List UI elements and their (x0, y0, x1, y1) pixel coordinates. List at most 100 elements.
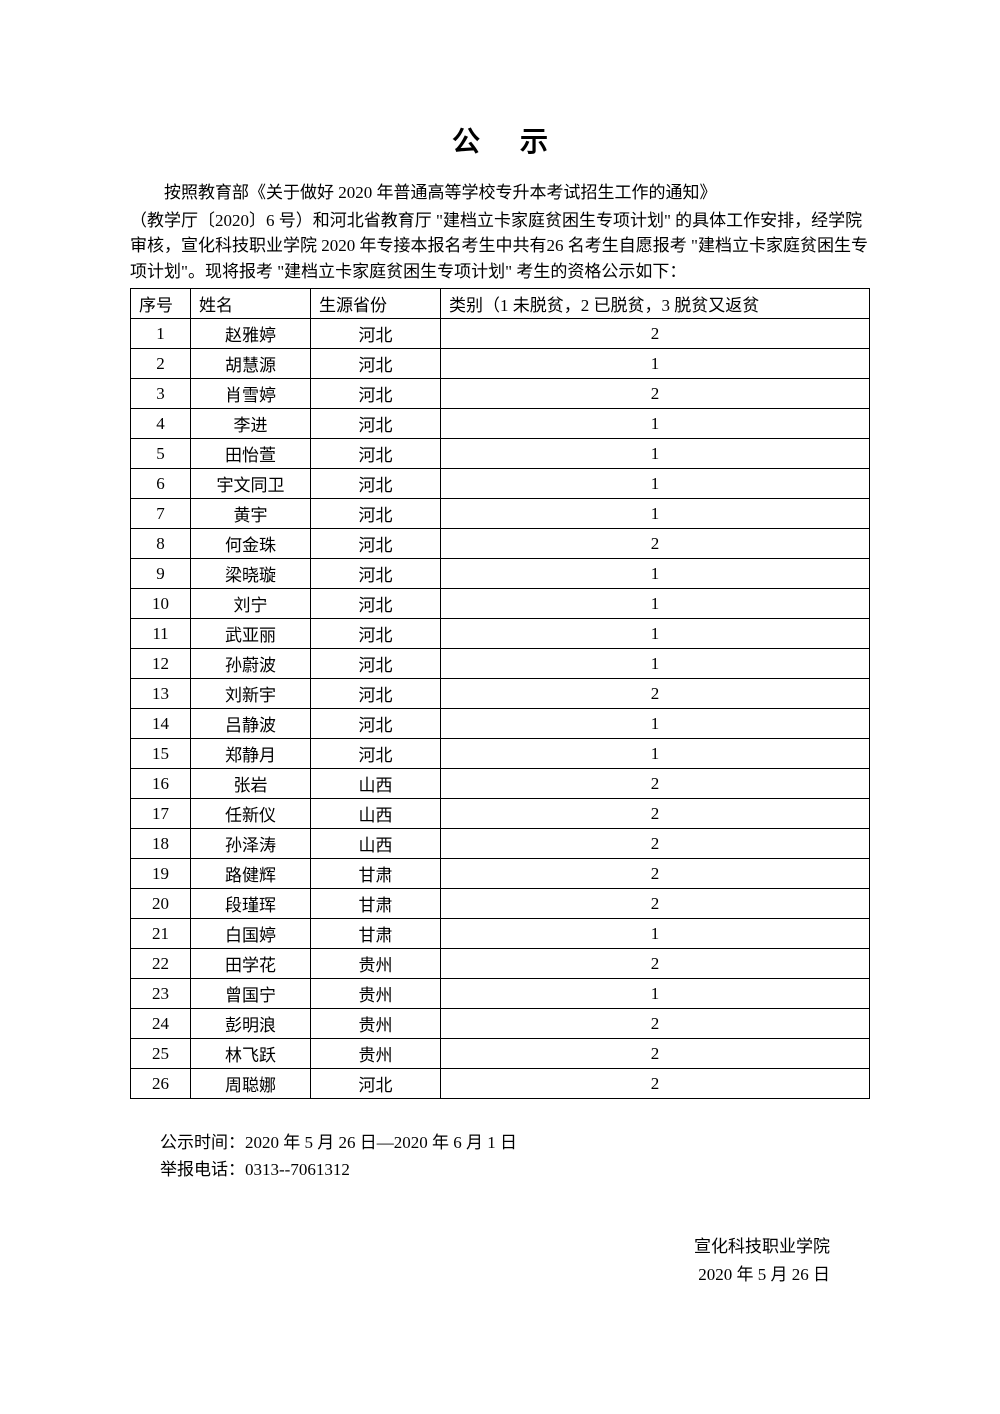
cell-province: 甘肃 (311, 859, 441, 889)
column-header-category: 类别（1 未脱贫，2 已脱贫，3 脱贫又返贫 (441, 289, 870, 319)
cell-category: 2 (441, 379, 870, 409)
table-row: 6宇文同卫河北1 (131, 469, 870, 499)
cell-province: 甘肃 (311, 889, 441, 919)
cell-province: 贵州 (311, 979, 441, 1009)
cell-name: 任新仪 (191, 799, 311, 829)
cell-province: 河北 (311, 409, 441, 439)
cell-name: 武亚丽 (191, 619, 311, 649)
cell-seq: 6 (131, 469, 191, 499)
cell-name: 梁晓璇 (191, 559, 311, 589)
table-row: 1赵雅婷河北2 (131, 319, 870, 349)
cell-category: 2 (441, 529, 870, 559)
cell-category: 2 (441, 1069, 870, 1099)
cell-seq: 23 (131, 979, 191, 1009)
cell-seq: 26 (131, 1069, 191, 1099)
cell-seq: 5 (131, 439, 191, 469)
cell-name: 李进 (191, 409, 311, 439)
cell-province: 贵州 (311, 1039, 441, 1069)
signature-block: 宣化科技职业学院 2020 年 5 月 26 日 (130, 1233, 870, 1287)
table-row: 17任新仪山西2 (131, 799, 870, 829)
cell-category: 1 (441, 469, 870, 499)
cell-category: 2 (441, 829, 870, 859)
table-row: 9梁晓璇河北1 (131, 559, 870, 589)
column-header-province: 生源省份 (311, 289, 441, 319)
table-row: 5田怡萱河北1 (131, 439, 870, 469)
cell-category: 1 (441, 559, 870, 589)
cell-seq: 18 (131, 829, 191, 859)
cell-category: 1 (441, 349, 870, 379)
cell-province: 山西 (311, 769, 441, 799)
cell-seq: 13 (131, 679, 191, 709)
cell-category: 1 (441, 499, 870, 529)
cell-category: 1 (441, 709, 870, 739)
cell-category: 2 (441, 1039, 870, 1069)
column-header-name: 姓名 (191, 289, 311, 319)
cell-seq: 7 (131, 499, 191, 529)
table-row: 20段瑾珲甘肃2 (131, 889, 870, 919)
intro-paragraph-2: （教学厅〔2020〕6 号）和河北省教育厅 "建档立卡家庭贫困生专项计划" 的具… (130, 208, 870, 285)
table-row: 7黄宇河北1 (131, 499, 870, 529)
cell-province: 河北 (311, 469, 441, 499)
table-row: 19路健辉甘肃2 (131, 859, 870, 889)
cell-seq: 17 (131, 799, 191, 829)
cell-name: 胡慧源 (191, 349, 311, 379)
cell-name: 孙泽涛 (191, 829, 311, 859)
cell-category: 2 (441, 1009, 870, 1039)
cell-seq: 4 (131, 409, 191, 439)
cell-name: 吕静波 (191, 709, 311, 739)
publicity-period: 公示时间：2020 年 5 月 26 日—2020 年 6 月 1 日 (160, 1129, 870, 1156)
table-row: 3肖雪婷河北2 (131, 379, 870, 409)
cell-seq: 9 (131, 559, 191, 589)
table-row: 25林飞跃贵州2 (131, 1039, 870, 1069)
cell-name: 林飞跃 (191, 1039, 311, 1069)
table-row: 24彭明浪贵州2 (131, 1009, 870, 1039)
cell-category: 1 (441, 439, 870, 469)
table-row: 4李进河北1 (131, 409, 870, 439)
table-row: 2胡慧源河北1 (131, 349, 870, 379)
table-row: 16张岩山西2 (131, 769, 870, 799)
cell-category: 1 (441, 649, 870, 679)
cell-name: 赵雅婷 (191, 319, 311, 349)
cell-name: 田怡萱 (191, 439, 311, 469)
cell-province: 河北 (311, 529, 441, 559)
table-row: 26周聪娜河北2 (131, 1069, 870, 1099)
cell-seq: 16 (131, 769, 191, 799)
cell-province: 河北 (311, 679, 441, 709)
table-row: 21白国婷甘肃1 (131, 919, 870, 949)
cell-name: 孙蔚波 (191, 649, 311, 679)
table-row: 10刘宁河北1 (131, 589, 870, 619)
cell-province: 贵州 (311, 949, 441, 979)
report-phone: 举报电话：0313--7061312 (160, 1156, 870, 1183)
cell-province: 贵州 (311, 1009, 441, 1039)
table-row: 15郑静月河北1 (131, 739, 870, 769)
table-row: 12孙蔚波河北1 (131, 649, 870, 679)
cell-seq: 20 (131, 889, 191, 919)
cell-category: 2 (441, 769, 870, 799)
cell-name: 肖雪婷 (191, 379, 311, 409)
table-row: 23曾国宁贵州1 (131, 979, 870, 1009)
cell-name: 彭明浪 (191, 1009, 311, 1039)
cell-seq: 11 (131, 619, 191, 649)
cell-province: 河北 (311, 619, 441, 649)
cell-category: 1 (441, 919, 870, 949)
cell-category: 1 (441, 409, 870, 439)
cell-name: 白国婷 (191, 919, 311, 949)
cell-province: 河北 (311, 319, 441, 349)
cell-seq: 15 (131, 739, 191, 769)
cell-province: 河北 (311, 1069, 441, 1099)
cell-province: 甘肃 (311, 919, 441, 949)
cell-province: 河北 (311, 349, 441, 379)
cell-name: 田学花 (191, 949, 311, 979)
cell-seq: 10 (131, 589, 191, 619)
footer-info: 公示时间：2020 年 5 月 26 日—2020 年 6 月 1 日 举报电话… (130, 1129, 870, 1183)
intro-paragraph-1: 按照教育部《关于做好 2020 年普通高等学校专升本考试招生工作的通知》 (130, 180, 870, 206)
cell-seq: 24 (131, 1009, 191, 1039)
cell-category: 2 (441, 889, 870, 919)
cell-name: 段瑾珲 (191, 889, 311, 919)
cell-name: 宇文同卫 (191, 469, 311, 499)
cell-province: 山西 (311, 799, 441, 829)
cell-province: 河北 (311, 499, 441, 529)
cell-name: 黄宇 (191, 499, 311, 529)
column-header-seq: 序号 (131, 289, 191, 319)
cell-seq: 3 (131, 379, 191, 409)
